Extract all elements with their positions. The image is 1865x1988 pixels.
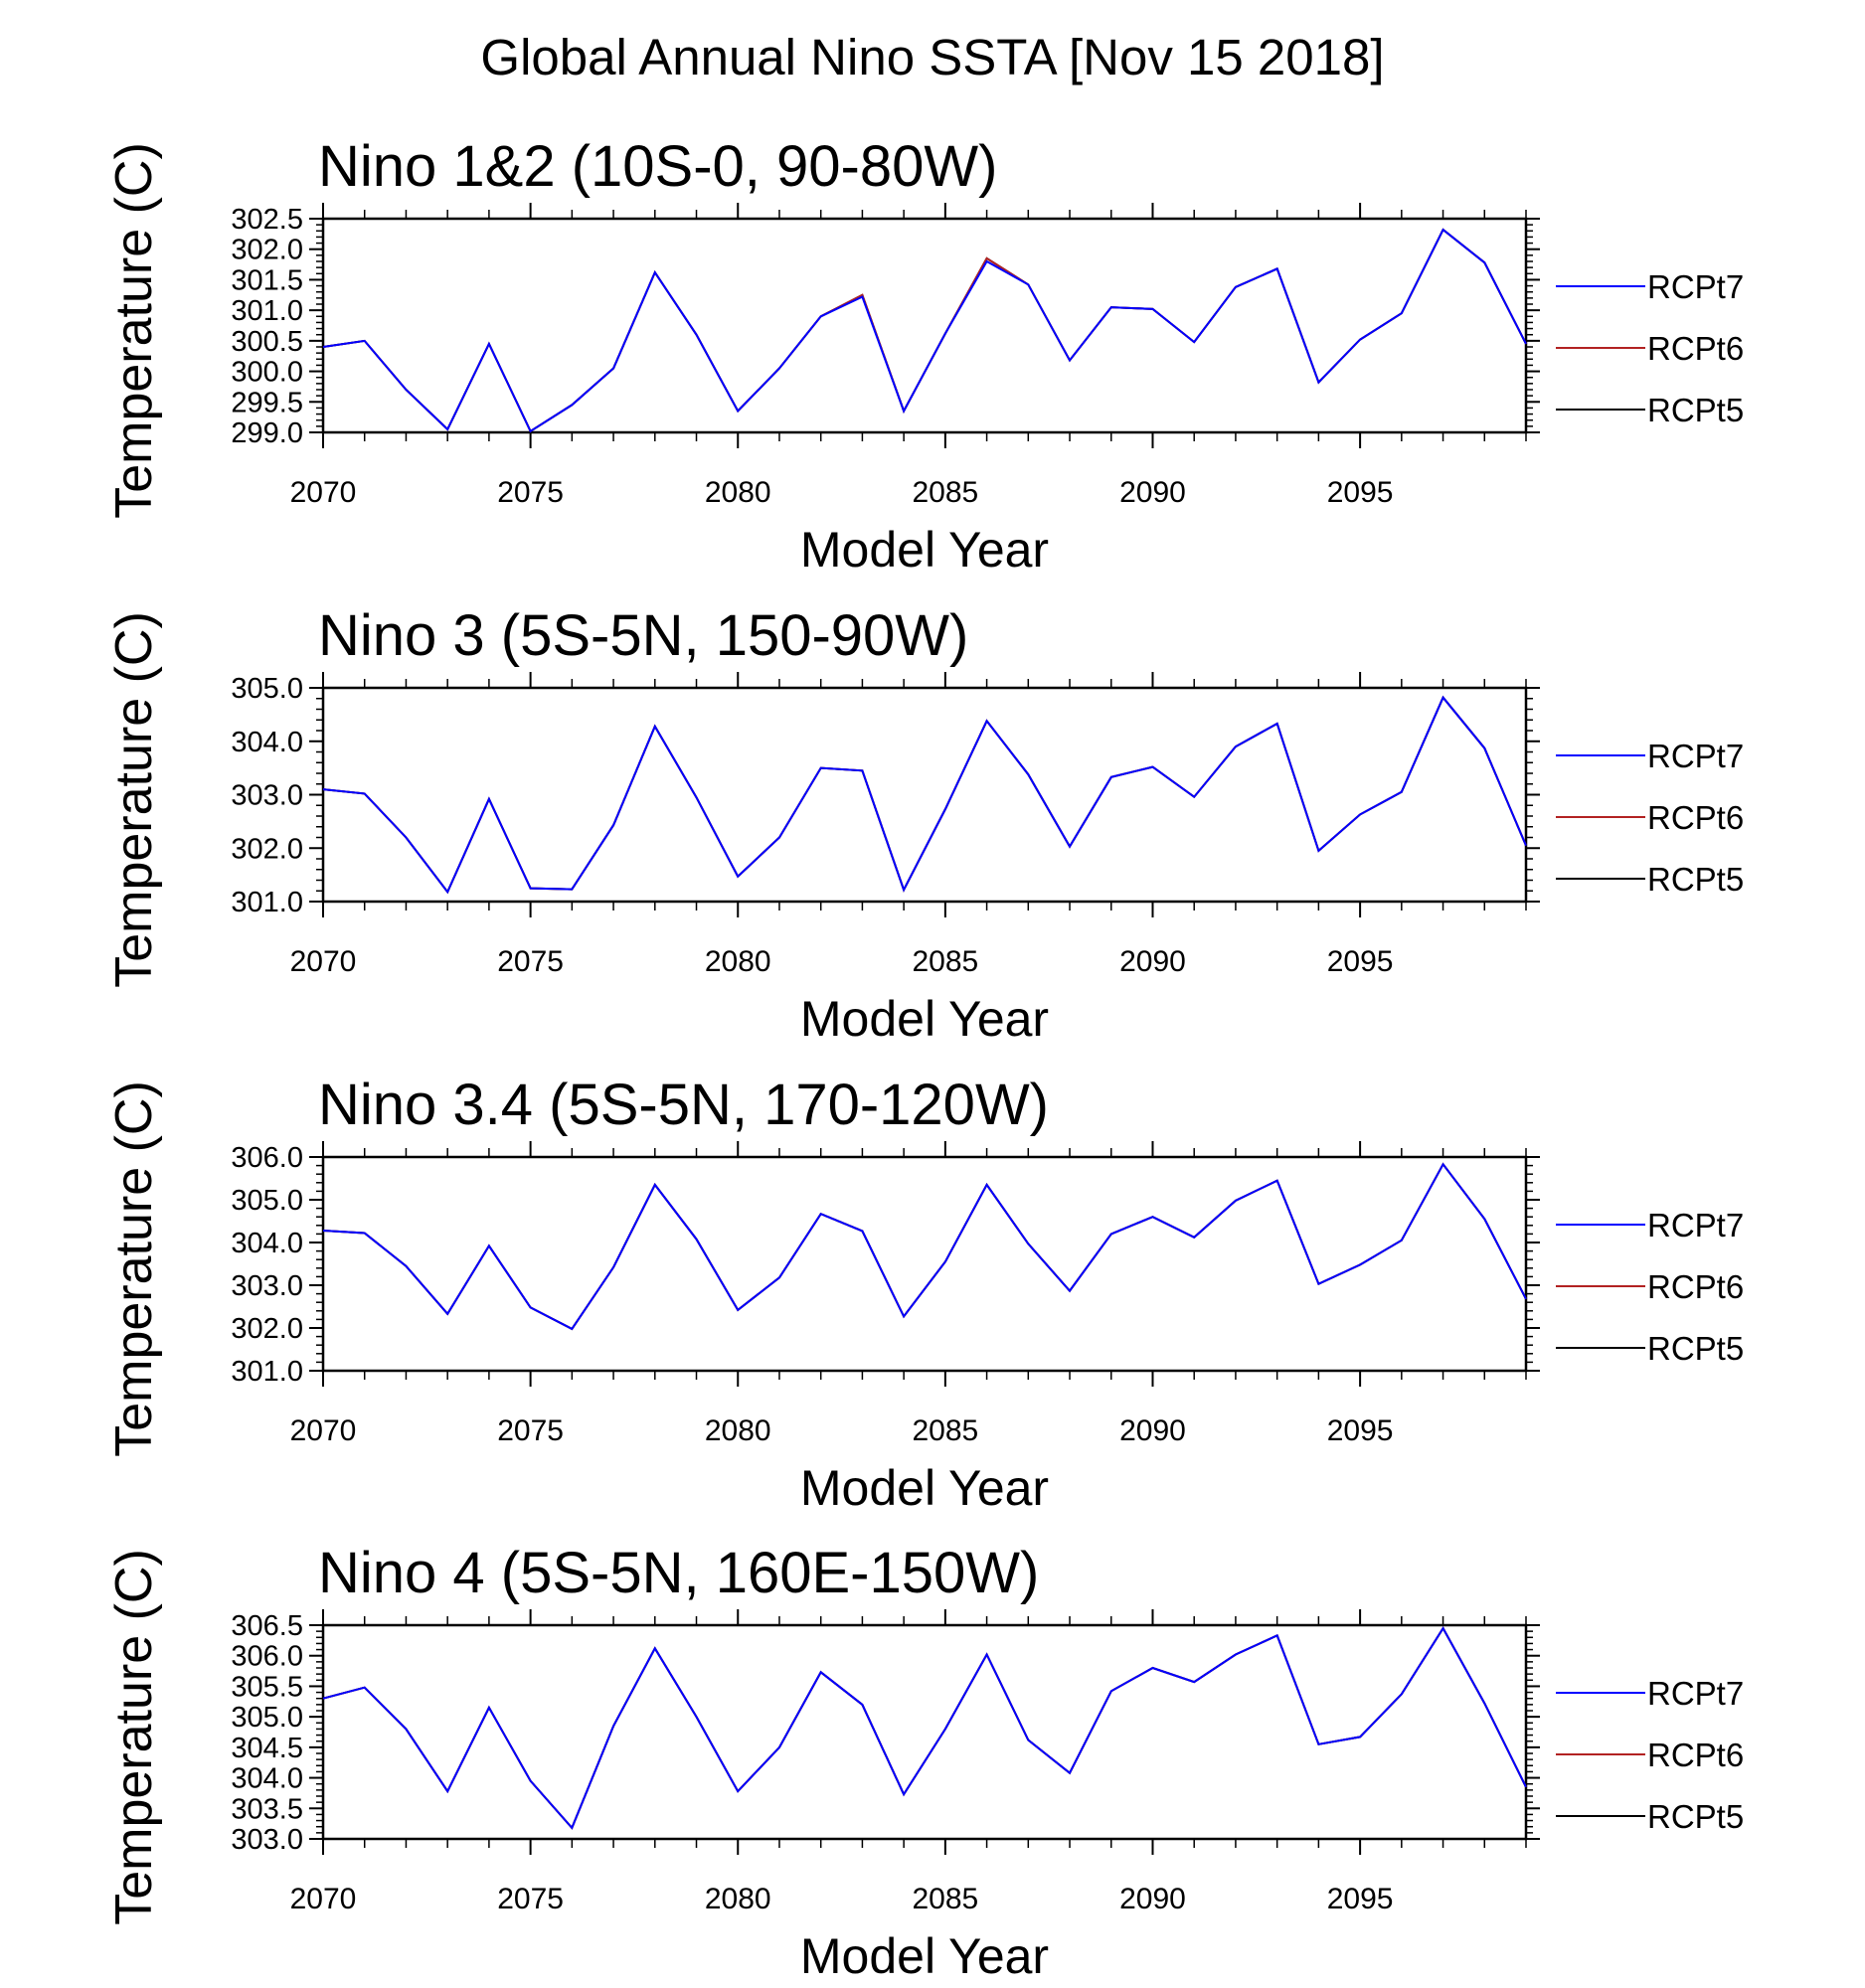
y-tick-label: 299.0 — [231, 417, 303, 449]
y-axis-label: Temperature (C) — [105, 142, 163, 519]
series-line-rcpt6 — [322, 695, 1527, 895]
panel-2: Nino 3 (5S-5N, 150-90W) Temperature (C) Mo… — [105, 603, 1744, 1047]
x-tick-label: 2090 — [1119, 1883, 1186, 1915]
x-tick-label: 2085 — [912, 945, 978, 978]
x-tick-label: 2070 — [290, 476, 357, 509]
x-tick-label: 2085 — [912, 476, 978, 509]
panel-title: Nino 1&2 (10S-0, 90-80W) — [318, 134, 997, 199]
y-tick-label: 303.0 — [231, 1270, 303, 1302]
plot-frame — [321, 1155, 1528, 1373]
y-tick-label: 304.0 — [231, 727, 303, 758]
series-line-rcpt7 — [322, 1162, 1527, 1331]
x-tick-label: 2095 — [1327, 1883, 1394, 1915]
x-tick-label: 2075 — [497, 1883, 564, 1915]
legend-label: RCPt6 — [1647, 1268, 1744, 1305]
y-tick-label: 301.0 — [231, 1356, 303, 1388]
legend-label: RCPt7 — [1647, 738, 1744, 774]
series-line-rcpt5 — [322, 1626, 1527, 1830]
plot-frame — [321, 217, 1528, 434]
legend-label: RCPt7 — [1647, 268, 1744, 305]
x-tick-label: 2090 — [1119, 945, 1186, 978]
y-tick-label: 300.5 — [231, 326, 303, 358]
x-tick-label: 2080 — [705, 1414, 771, 1447]
legend-label: RCPt7 — [1647, 1207, 1744, 1243]
series-line-rcpt6 — [322, 1626, 1527, 1830]
x-tick-label: 2090 — [1119, 476, 1186, 509]
y-tick-label: 301.0 — [231, 887, 303, 918]
y-tick-label: 304.0 — [231, 1763, 303, 1795]
legend-label: RCPt6 — [1647, 1737, 1744, 1773]
x-tick-label: 2080 — [705, 476, 771, 509]
x-tick-label: 2090 — [1119, 1414, 1186, 1447]
y-tick-label: 305.0 — [231, 1185, 303, 1217]
y-tick-label: 299.5 — [231, 387, 303, 418]
y-axis-label: Temperature (C) — [105, 611, 163, 988]
panel-4: Nino 4 (5S-5N, 160E-150W) Temperature (C)… — [105, 1541, 1744, 1984]
y-tick-label: 302.5 — [231, 204, 303, 236]
x-axis-label: Model Year — [800, 991, 1049, 1047]
legend-label: RCPt5 — [1647, 861, 1744, 898]
y-tick-label: 302.0 — [231, 235, 303, 266]
figure-title: Global Annual Nino SSTA [Nov 15 2018] — [480, 29, 1385, 85]
y-tick-label: 304.0 — [231, 1228, 303, 1259]
plot-frame — [321, 1623, 1528, 1841]
x-tick-label: 2075 — [497, 476, 564, 509]
panel-title: Nino 4 (5S-5N, 160E-150W) — [318, 1541, 1039, 1605]
y-tick-label: 303.5 — [231, 1793, 303, 1825]
y-tick-label: 305.5 — [231, 1671, 303, 1703]
x-tick-label: 2070 — [290, 945, 357, 978]
x-axis-label: Model Year — [800, 1928, 1049, 1984]
legend-label: RCPt5 — [1647, 1798, 1744, 1835]
x-axis-label: Model Year — [800, 1460, 1049, 1516]
x-tick-label: 2075 — [497, 945, 564, 978]
panel-3: Nino 3.4 (5S-5N, 170-120W) Temperature (C… — [105, 1073, 1744, 1516]
series-line-rcpt6 — [322, 1162, 1527, 1331]
legend-label: RCPt5 — [1647, 392, 1744, 428]
x-tick-label: 2075 — [497, 1414, 564, 1447]
y-tick-label: 303.0 — [231, 780, 303, 812]
panel-title: Nino 3 (5S-5N, 150-90W) — [318, 603, 968, 668]
x-tick-label: 2095 — [1327, 945, 1394, 978]
y-tick-label: 300.0 — [231, 357, 303, 389]
x-tick-label: 2085 — [912, 1883, 978, 1915]
series-line-rcpt7 — [322, 695, 1527, 895]
series-line-rcpt5 — [322, 695, 1527, 895]
x-tick-label: 2080 — [705, 945, 771, 978]
y-tick-label: 303.0 — [231, 1824, 303, 1856]
series-line-rcpt5 — [322, 228, 1527, 433]
x-tick-label: 2085 — [912, 1414, 978, 1447]
y-tick-label: 301.0 — [231, 295, 303, 327]
y-tick-label: 306.5 — [231, 1610, 303, 1642]
series-line-rcpt6 — [322, 228, 1527, 433]
legend-label: RCPt6 — [1647, 330, 1744, 367]
legend-label: RCPt5 — [1647, 1330, 1744, 1367]
y-tick-label: 302.0 — [231, 833, 303, 865]
y-tick-label: 305.0 — [231, 673, 303, 705]
series-line-rcpt5 — [322, 1162, 1527, 1331]
panel-1: Nino 1&2 (10S-0, 90-80W) Temperature (C) M… — [105, 134, 1744, 578]
legend-label: RCPt6 — [1647, 799, 1744, 836]
y-tick-label: 302.0 — [231, 1313, 303, 1345]
series-line-rcpt7 — [322, 1626, 1527, 1830]
x-tick-label: 2080 — [705, 1883, 771, 1915]
legend-label: RCPt7 — [1647, 1675, 1744, 1712]
plot-frame — [321, 686, 1528, 904]
panel-title: Nino 3.4 (5S-5N, 170-120W) — [318, 1073, 1049, 1137]
x-tick-label: 2070 — [290, 1414, 357, 1447]
y-tick-label: 305.0 — [231, 1702, 303, 1734]
y-tick-label: 304.5 — [231, 1733, 303, 1764]
x-tick-label: 2095 — [1327, 476, 1394, 509]
y-tick-label: 301.5 — [231, 264, 303, 296]
series-line-rcpt7 — [322, 228, 1527, 433]
y-tick-label: 306.0 — [231, 1142, 303, 1174]
y-axis-label: Temperature (C) — [105, 1549, 163, 1925]
x-axis-label: Model Year — [800, 522, 1049, 578]
x-tick-label: 2070 — [290, 1883, 357, 1915]
x-tick-label: 2095 — [1327, 1414, 1394, 1447]
y-axis-label: Temperature (C) — [105, 1080, 163, 1457]
y-tick-label: 306.0 — [231, 1641, 303, 1673]
